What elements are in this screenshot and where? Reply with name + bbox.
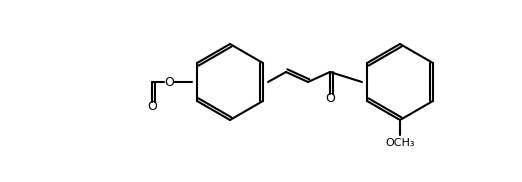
- Text: OCH₃: OCH₃: [385, 138, 415, 148]
- Text: O: O: [164, 76, 174, 88]
- Text: O: O: [147, 100, 157, 114]
- Text: O: O: [325, 92, 335, 106]
